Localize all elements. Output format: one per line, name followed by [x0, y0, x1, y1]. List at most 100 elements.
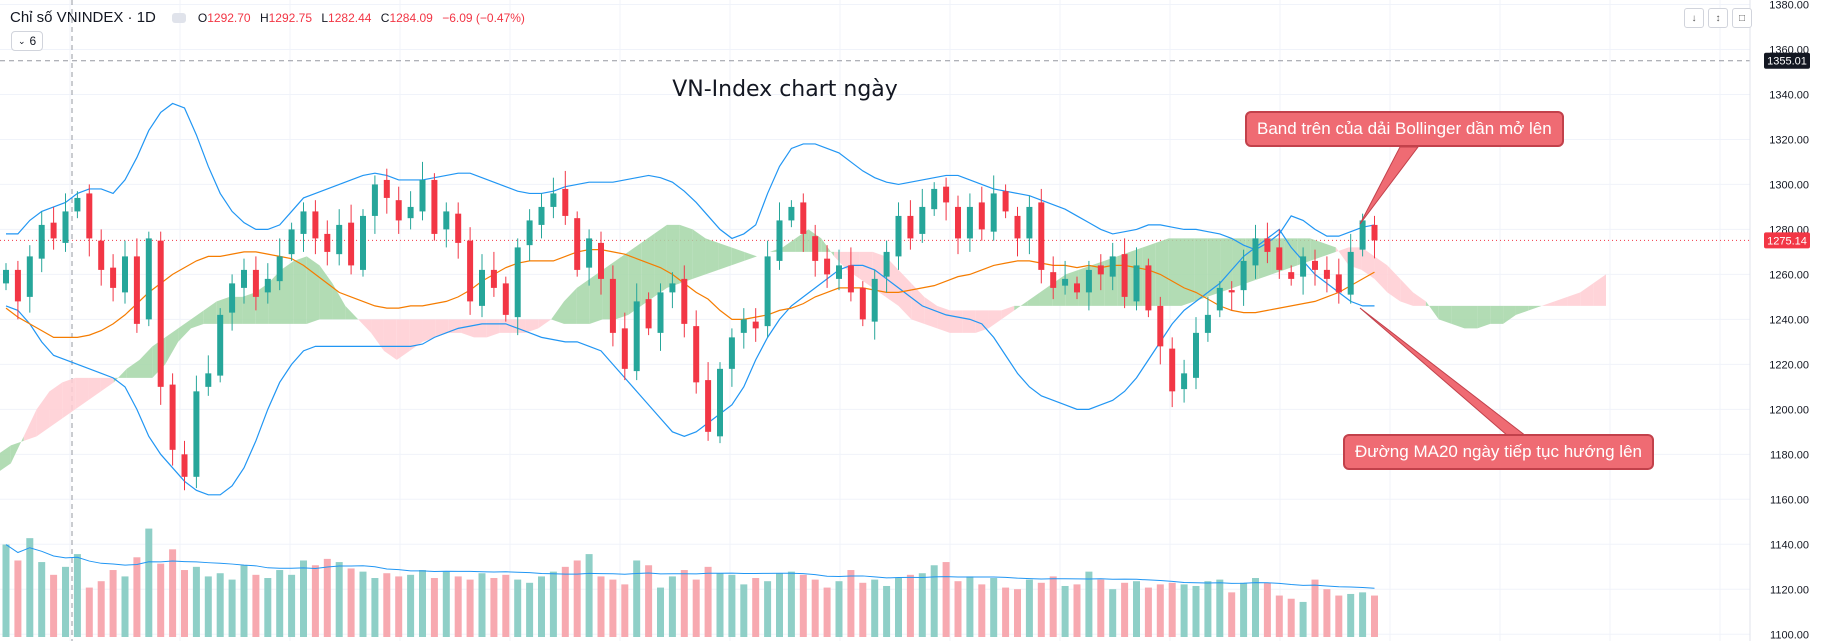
candle — [1347, 233, 1354, 304]
candle-body — [1347, 251, 1354, 295]
eye-icon[interactable] — [171, 12, 186, 23]
cloud-segment — [551, 301, 565, 324]
cloud-segment — [692, 229, 706, 279]
candle — [431, 173, 438, 241]
cloud-segment — [962, 310, 976, 333]
candle — [1002, 184, 1009, 219]
cloud-segment — [1065, 269, 1079, 306]
cloud-segment — [383, 319, 397, 360]
cloud-segment — [473, 319, 487, 338]
volume-bar — [787, 571, 795, 637]
candle — [681, 265, 688, 338]
volume-bar — [835, 581, 843, 637]
candle — [740, 308, 747, 349]
candle-body — [1002, 191, 1009, 212]
candle-body — [919, 206, 926, 234]
candle — [62, 193, 69, 252]
candle — [205, 355, 212, 396]
candle-body — [955, 206, 961, 239]
candle-body — [264, 278, 271, 293]
candle-body — [1193, 332, 1199, 378]
indicators-toggle-button[interactable]: ⌄ 6 — [11, 31, 44, 51]
cloud-segment — [576, 278, 590, 324]
cloud-segment — [358, 319, 372, 333]
volume-bar — [50, 574, 58, 637]
candle — [502, 276, 509, 322]
volume-bars — [2, 528, 1378, 637]
candle-body — [633, 301, 640, 372]
cloud-segment — [1580, 283, 1594, 306]
price-axis[interactable]: 1380.001360.001340.001320.001300.001280.… — [1749, 0, 1810, 641]
volume-bar — [1275, 595, 1283, 637]
candle-body — [740, 319, 747, 333]
volume-bar — [668, 576, 676, 637]
volume-bar — [395, 576, 403, 637]
volume-bar — [1323, 589, 1331, 637]
cloud-segment — [641, 233, 655, 306]
symbol-title[interactable]: Chỉ số VNINDEX · 1D — [10, 9, 156, 26]
cloud-segment — [345, 305, 359, 320]
cloud-segment — [203, 301, 217, 324]
candle-body — [1074, 283, 1080, 293]
cloud-segment — [88, 377, 101, 401]
volume-bar — [811, 579, 819, 637]
candle-body — [586, 238, 593, 268]
price-label-bg — [1764, 52, 1810, 69]
cloud-segment — [1039, 283, 1053, 306]
cloud-segment — [949, 310, 963, 333]
candle-body — [1169, 348, 1176, 392]
candle — [550, 177, 557, 219]
candle-body — [776, 220, 783, 261]
volume-bar — [1073, 584, 1081, 637]
cloud-segment — [49, 382, 63, 428]
candle-body — [1145, 265, 1152, 311]
candle-body — [490, 269, 497, 288]
fullscreen-icon[interactable]: □ — [1732, 8, 1752, 28]
candle — [788, 200, 795, 228]
cloud-segment — [1515, 305, 1529, 315]
candle — [919, 188, 926, 243]
candle — [395, 186, 402, 234]
cloud-segment — [731, 247, 745, 266]
candle — [157, 231, 164, 405]
volume-bar — [895, 578, 902, 637]
candle-body — [86, 193, 93, 239]
volume-bar — [1168, 582, 1176, 637]
cloud-segment — [525, 319, 539, 333]
y-tick-label: 1160.00 — [1770, 494, 1809, 506]
volume-bar — [323, 558, 331, 637]
cloud-segment — [1374, 256, 1388, 293]
volume-bar — [1204, 581, 1212, 637]
candle — [1085, 260, 1092, 311]
candle-body — [526, 220, 533, 246]
candle-body — [681, 278, 688, 324]
arrow-down-icon[interactable]: ↓ — [1684, 8, 1704, 28]
cloud-segment — [898, 269, 912, 320]
volume-bar — [990, 578, 998, 637]
candle — [288, 222, 295, 261]
collapse-icon[interactable]: ↕ — [1708, 8, 1728, 28]
candle-body — [1204, 314, 1211, 333]
volume-bar — [454, 576, 462, 637]
volume-bar — [204, 576, 212, 637]
volume-bar — [502, 574, 510, 637]
candle-body — [193, 391, 200, 477]
candle — [348, 204, 355, 275]
price-label-text: 1275.14 — [1767, 235, 1807, 247]
cloud-segment — [705, 238, 719, 275]
candle-body — [669, 283, 676, 293]
ohlc-values: O1292.70 H1292.75 L1282.44 C1284.09 −6.0… — [197, 10, 525, 25]
volume-bar — [359, 571, 367, 637]
candle-body — [157, 240, 164, 387]
candle — [645, 292, 652, 336]
volume-bar — [26, 538, 34, 637]
candle-body — [122, 256, 128, 293]
candle-body — [1097, 265, 1104, 275]
candle — [1062, 260, 1069, 295]
candle-body — [1050, 272, 1057, 288]
volume-bar — [585, 554, 593, 637]
candle — [1335, 258, 1342, 304]
candle — [859, 281, 866, 327]
candle-body — [1288, 272, 1295, 279]
